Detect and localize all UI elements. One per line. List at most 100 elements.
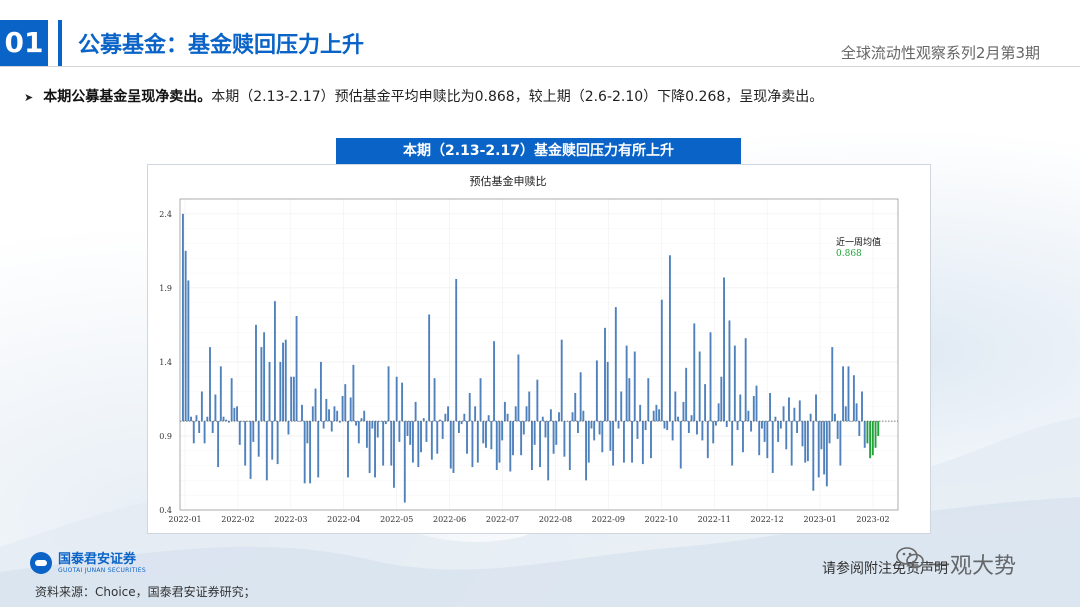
data-bar: [219, 366, 222, 422]
data-bar: [190, 416, 193, 422]
data-bar: [628, 378, 631, 422]
data-bar: [295, 315, 298, 422]
chart-header: 本期（2.13-2.17）基金赎回压力有所上升: [336, 138, 741, 164]
x-tick-label: 2022-04: [327, 515, 360, 524]
data-bar: [203, 421, 206, 444]
data-bar: [804, 421, 807, 463]
data-bar: [236, 406, 239, 422]
data-bar: [834, 413, 836, 422]
data-bar: [579, 372, 582, 422]
data-bar: [858, 421, 861, 436]
data-bar: [230, 378, 233, 422]
data-bar: [227, 421, 230, 423]
data-bar: [447, 406, 450, 422]
data-bar: [466, 421, 468, 454]
data-bar: [709, 332, 712, 422]
data-bar: [387, 366, 390, 422]
data-bar: [263, 332, 266, 422]
disclaimer-link[interactable]: 请参阅附注免责声明: [822, 561, 948, 577]
data-bar: [468, 393, 471, 422]
x-tick-label: 2022-01: [168, 515, 201, 524]
data-bar: [352, 364, 355, 422]
x-tick-label: 2022-08: [539, 515, 572, 524]
data-bar: [742, 421, 744, 453]
data-bar: [338, 421, 341, 423]
x-tick-label: 2022-06: [433, 515, 466, 524]
data-bar: [549, 409, 552, 422]
data-bar: [777, 421, 780, 442]
data-bar: [782, 406, 785, 422]
mountain-backdrop: [0, 417, 1080, 607]
data-bar: [425, 421, 428, 442]
data-bar: [593, 421, 596, 441]
data-bar: [390, 421, 393, 466]
source-note: 资料来源：Choice，国泰君安证券研究；: [35, 585, 256, 599]
data-bar: [328, 409, 330, 422]
data-bar: [214, 394, 217, 422]
data-bar: [622, 421, 625, 463]
data-bar: [495, 421, 498, 471]
data-bar: [698, 351, 701, 422]
data-bar: [850, 421, 853, 422]
data-bar: [544, 421, 547, 438]
data-bar: [585, 421, 588, 481]
annotation-value: 0.868: [836, 249, 862, 259]
summary-bold: 本期公募基金呈现净卖出。: [43, 89, 212, 105]
data-bar: [195, 415, 198, 422]
data-bar: [371, 421, 374, 429]
data-bar: [411, 421, 414, 463]
data-bar: [490, 421, 493, 450]
data-bar: [217, 421, 220, 468]
data-bar: [365, 421, 368, 448]
data-bar: [682, 401, 685, 422]
x-tick-label: 2022-09: [592, 515, 625, 524]
data-bar: [855, 403, 858, 422]
data-bar: [842, 366, 845, 422]
data-bar: [679, 421, 682, 469]
y-tick-label: 0.9: [159, 432, 172, 441]
data-bar: [590, 421, 593, 429]
data-bar: [671, 421, 674, 441]
data-bar: [360, 418, 363, 422]
data-bar: [677, 416, 679, 422]
data-bar: [877, 421, 880, 436]
summary-bullet: ➤ 本期公募基金呈现净卖出。本期（2.13-2.17）预估基金平均申赎比为0.86…: [24, 86, 823, 106]
data-bar: [815, 394, 817, 422]
data-bar: [268, 361, 271, 422]
data-bar: [690, 415, 693, 422]
data-bar: [755, 385, 758, 422]
data-bar: [430, 421, 433, 460]
data-bar: [298, 421, 301, 422]
data-bar: [728, 320, 731, 422]
data-bar: [325, 398, 328, 422]
data-bar: [660, 299, 663, 422]
data-bar: [750, 421, 753, 432]
data-bar: [717, 403, 720, 422]
data-bar: [568, 421, 571, 471]
data-bar: [595, 360, 598, 422]
watermark-text: 一观大势: [928, 554, 1017, 579]
data-bar: [614, 307, 617, 422]
x-tick-label: 2022-05: [380, 515, 413, 524]
data-bar: [347, 421, 349, 478]
y-tick-label: 1.9: [159, 284, 172, 293]
data-bar: [788, 397, 790, 422]
data-bar: [184, 250, 187, 422]
series-label: 全球流动性观察系列2月第3期: [840, 44, 1040, 62]
data-bar: [536, 379, 539, 422]
data-bar: [571, 412, 574, 422]
data-bar: [517, 354, 520, 422]
data-bar: [533, 421, 536, 445]
data-bar: [241, 421, 244, 422]
data-bar: [393, 421, 395, 488]
data-bar: [485, 421, 487, 448]
data-bar: [409, 421, 412, 445]
data-bar: [317, 421, 320, 478]
data-bar: [363, 410, 366, 422]
data-bar: [598, 421, 601, 435]
data-bar: [355, 421, 358, 426]
data-bar: [422, 418, 425, 422]
data-bar: [687, 421, 690, 433]
data-bar: [401, 382, 404, 422]
data-bar: [774, 416, 777, 422]
